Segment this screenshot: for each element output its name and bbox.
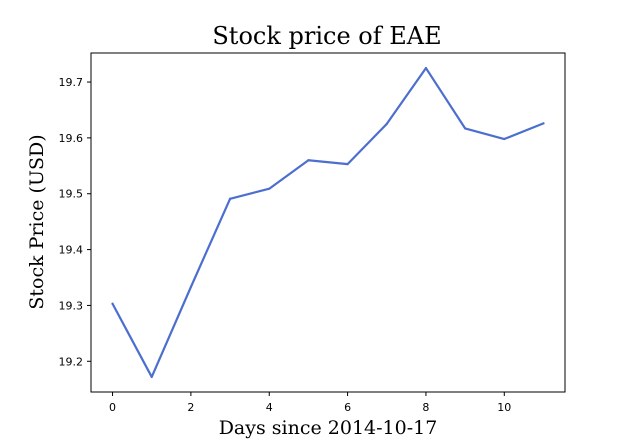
y-tick-label: 19.3 (59, 299, 84, 312)
x-axis-label: Days since 2014-10-17 (219, 417, 438, 439)
y-tick-label: 19.6 (59, 132, 84, 145)
x-tick-label: 0 (109, 401, 116, 414)
x-tick-label: 2 (187, 401, 194, 414)
y-axis-label: Stock Price (USD) (26, 134, 48, 309)
x-tick-label: 6 (344, 401, 351, 414)
y-axis: 19.2 19.3 19.4 19.5 19.6 19.7 (59, 76, 91, 368)
data-point (228, 197, 232, 200)
data-point (150, 375, 153, 379)
chart-title: Stock price of EAE (212, 22, 441, 50)
data-point (424, 66, 428, 70)
y-tick-label: 19.7 (59, 76, 84, 89)
x-tick-label: 4 (266, 401, 273, 414)
y-tick-label: 19.4 (59, 244, 84, 257)
data-point (268, 187, 271, 190)
data-point (189, 285, 192, 289)
data-point (385, 122, 388, 126)
data-point (346, 163, 349, 166)
data-point (503, 137, 506, 141)
data-point (111, 302, 114, 305)
price-series-points (111, 66, 545, 379)
data-point (542, 122, 545, 125)
x-axis: 0 2 4 6 8 10 (109, 392, 511, 414)
y-tick-label: 19.2 (59, 355, 84, 368)
x-tick-label: 8 (422, 401, 429, 414)
plot-area (90, 52, 566, 393)
price-series-line (111, 66, 545, 379)
data-point (307, 159, 310, 162)
y-tick-label: 19.5 (59, 188, 84, 201)
data-point (464, 127, 467, 130)
x-tick-label: 10 (497, 401, 511, 414)
